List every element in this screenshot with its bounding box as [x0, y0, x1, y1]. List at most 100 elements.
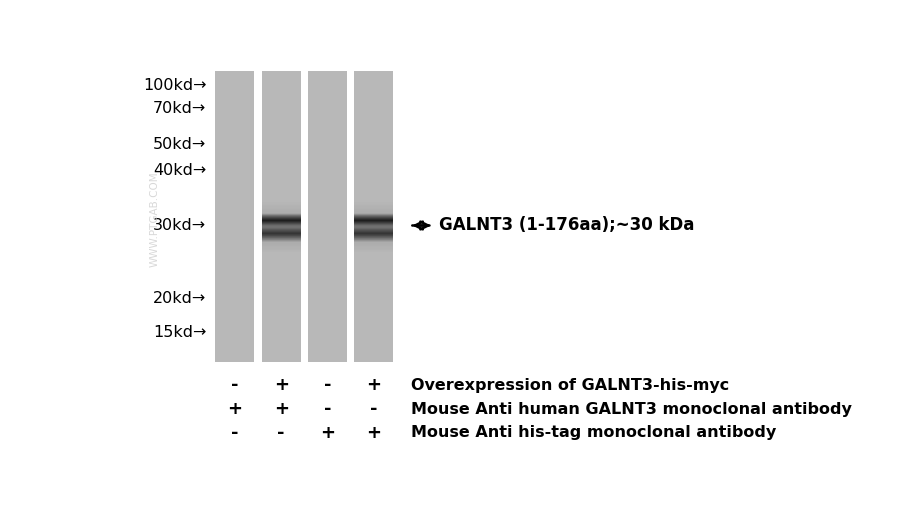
Bar	[354, 247, 393, 249]
Bar	[261, 221, 301, 222]
Bar	[261, 244, 301, 245]
Bar	[354, 251, 393, 252]
Bar	[261, 236, 301, 237]
Bar	[308, 71, 346, 362]
Bar	[354, 224, 393, 226]
Bar	[261, 201, 301, 203]
Bar	[354, 233, 393, 234]
Bar	[354, 246, 393, 247]
Text: +: +	[366, 424, 380, 442]
Bar	[261, 222, 301, 223]
Bar	[354, 221, 393, 222]
Bar	[261, 250, 301, 251]
Bar	[354, 244, 393, 245]
Bar	[354, 219, 393, 221]
Bar	[261, 240, 301, 241]
Bar	[261, 203, 301, 204]
Bar	[261, 246, 301, 247]
Bar	[354, 231, 393, 232]
Bar	[261, 213, 301, 214]
Bar	[354, 242, 393, 244]
Bar	[261, 239, 301, 240]
Bar	[354, 239, 393, 240]
Bar	[261, 211, 301, 213]
Bar	[261, 223, 301, 224]
Bar	[354, 228, 393, 229]
Bar	[354, 250, 393, 251]
Bar	[261, 251, 301, 252]
Text: +: +	[366, 377, 380, 394]
Bar	[261, 233, 301, 234]
Text: 30kd→: 30kd→	[153, 218, 206, 233]
Bar	[261, 215, 301, 216]
Bar	[261, 210, 301, 211]
Bar	[261, 247, 301, 249]
Bar	[261, 206, 301, 208]
Bar	[354, 205, 393, 206]
Text: 40kd→: 40kd→	[153, 163, 206, 177]
Bar	[354, 209, 393, 210]
Bar	[354, 227, 393, 228]
Bar	[354, 226, 393, 227]
Bar	[261, 218, 301, 219]
Text: Mouse Anti his-tag monoclonal antibody: Mouse Anti his-tag monoclonal antibody	[411, 425, 776, 440]
Bar	[354, 234, 393, 236]
Bar	[261, 231, 301, 232]
Bar	[354, 203, 393, 204]
Bar	[215, 71, 255, 362]
Text: +: +	[320, 424, 335, 442]
Bar	[354, 232, 393, 233]
Bar	[354, 215, 393, 216]
Bar	[354, 213, 393, 214]
Bar	[354, 241, 393, 242]
Bar	[354, 222, 393, 223]
Bar	[354, 211, 393, 213]
Bar	[261, 242, 301, 244]
Bar	[354, 206, 393, 208]
Bar	[354, 201, 393, 203]
Text: 70kd→: 70kd→	[153, 102, 206, 116]
Bar	[261, 224, 301, 226]
Text: +: +	[273, 400, 289, 418]
Bar	[261, 226, 301, 227]
Bar	[354, 216, 393, 218]
Bar	[354, 249, 393, 250]
Bar	[354, 240, 393, 241]
Bar	[261, 227, 301, 228]
Bar	[354, 223, 393, 224]
Bar	[261, 214, 301, 215]
Bar	[261, 245, 301, 246]
Bar	[261, 237, 301, 239]
Text: GALNT3 (1-176aa);~30 kDa: GALNT3 (1-176aa);~30 kDa	[439, 216, 694, 234]
Text: Mouse Anti human GALNT3 monoclonal antibody: Mouse Anti human GALNT3 monoclonal antib…	[411, 402, 851, 417]
Bar	[354, 71, 393, 362]
Bar	[261, 204, 301, 205]
Bar	[354, 210, 393, 211]
Text: -: -	[369, 400, 377, 418]
Text: -: -	[323, 400, 331, 418]
Bar	[354, 204, 393, 205]
Bar	[354, 236, 393, 237]
Text: -: -	[323, 377, 331, 394]
Text: 50kd→: 50kd→	[153, 137, 206, 152]
Text: -: -	[277, 424, 285, 442]
Text: Overexpression of GALNT3-his-myc: Overexpression of GALNT3-his-myc	[411, 378, 729, 393]
Bar	[354, 208, 393, 209]
Bar	[261, 219, 301, 221]
Bar	[261, 241, 301, 242]
Text: 20kd→: 20kd→	[153, 291, 206, 306]
Text: -: -	[231, 424, 238, 442]
Bar	[354, 229, 393, 231]
Bar	[354, 214, 393, 215]
Text: 100kd→: 100kd→	[142, 78, 206, 93]
Text: +: +	[227, 400, 242, 418]
Bar	[261, 216, 301, 218]
Text: -: -	[231, 377, 238, 394]
Bar	[354, 245, 393, 246]
Bar	[261, 249, 301, 250]
Bar	[261, 234, 301, 236]
Text: WWW.PTGAB.COM: WWW.PTGAB.COM	[149, 172, 159, 267]
Text: +: +	[273, 377, 289, 394]
Bar	[261, 229, 301, 231]
Bar	[261, 209, 301, 210]
